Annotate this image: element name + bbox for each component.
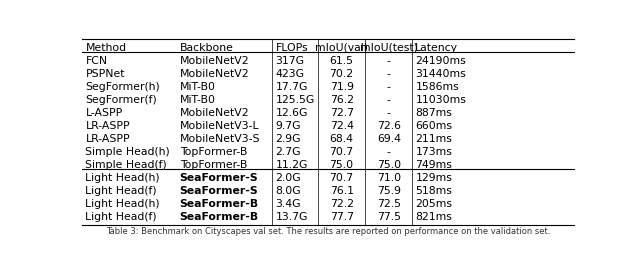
Text: 70.2: 70.2 — [330, 69, 354, 79]
Text: 317G: 317G — [275, 56, 305, 66]
Text: 76.2: 76.2 — [330, 95, 354, 105]
Text: 211ms: 211ms — [415, 134, 452, 144]
Text: Light Head(f): Light Head(f) — [86, 186, 157, 196]
Text: SeaFormer-B: SeaFormer-B — [180, 199, 259, 209]
Text: Simple Head(f): Simple Head(f) — [86, 160, 167, 170]
Text: 77.7: 77.7 — [330, 212, 354, 222]
Text: MobileNetV2: MobileNetV2 — [180, 56, 250, 66]
Text: 75.0: 75.0 — [377, 160, 401, 170]
Text: SeaFormer-S: SeaFormer-S — [180, 173, 259, 183]
Text: 68.4: 68.4 — [330, 134, 354, 144]
Text: Method: Method — [86, 43, 127, 53]
Text: MiT-B0: MiT-B0 — [180, 82, 216, 92]
Text: PSPNet: PSPNet — [86, 69, 125, 79]
Text: 887ms: 887ms — [415, 108, 452, 118]
Text: 76.1: 76.1 — [330, 186, 354, 196]
Text: 69.4: 69.4 — [377, 134, 401, 144]
Text: 70.7: 70.7 — [330, 173, 354, 183]
Text: MobileNetV3-L: MobileNetV3-L — [180, 121, 259, 131]
Text: 11030ms: 11030ms — [415, 95, 466, 105]
Text: 72.7: 72.7 — [330, 108, 354, 118]
Text: -: - — [387, 147, 390, 157]
Text: 72.4: 72.4 — [330, 121, 354, 131]
Text: LR-ASPP: LR-ASPP — [86, 134, 130, 144]
Text: FCN: FCN — [86, 56, 108, 66]
Text: SeaFormer-S: SeaFormer-S — [180, 186, 259, 196]
Text: 125.5G: 125.5G — [275, 95, 315, 105]
Text: -: - — [387, 69, 390, 79]
Text: 3.4G: 3.4G — [275, 199, 301, 209]
Text: 71.0: 71.0 — [377, 173, 401, 183]
Text: SeaFormer-B: SeaFormer-B — [180, 212, 259, 222]
Text: 1586ms: 1586ms — [415, 82, 459, 92]
Text: FLOPs: FLOPs — [275, 43, 308, 53]
Text: 821ms: 821ms — [415, 212, 452, 222]
Text: TopFormer-B: TopFormer-B — [180, 160, 247, 170]
Text: 17.7G: 17.7G — [275, 82, 308, 92]
Text: MobileNetV2: MobileNetV2 — [180, 69, 250, 79]
Text: 8.0G: 8.0G — [275, 186, 301, 196]
Text: Table 3: Benchmark on Cityscapes val set. The results are reported on performanc: Table 3: Benchmark on Cityscapes val set… — [106, 228, 550, 237]
Text: MobileNetV3-S: MobileNetV3-S — [180, 134, 260, 144]
Text: -: - — [387, 82, 390, 92]
Text: 2.9G: 2.9G — [275, 134, 301, 144]
Text: 31440ms: 31440ms — [415, 69, 466, 79]
Text: 75.9: 75.9 — [377, 186, 401, 196]
Text: L-ASPP: L-ASPP — [86, 108, 123, 118]
Text: MiT-B0: MiT-B0 — [180, 95, 216, 105]
Text: Light Head(h): Light Head(h) — [86, 173, 160, 183]
Text: 518ms: 518ms — [415, 186, 452, 196]
Text: 173ms: 173ms — [415, 147, 452, 157]
Text: 749ms: 749ms — [415, 160, 452, 170]
Text: 75.0: 75.0 — [330, 160, 354, 170]
Text: Light Head(f): Light Head(f) — [86, 212, 157, 222]
Text: SegFormer(f): SegFormer(f) — [86, 95, 157, 105]
Text: Backbone: Backbone — [180, 43, 234, 53]
Text: Light Head(h): Light Head(h) — [86, 199, 160, 209]
Text: 72.5: 72.5 — [377, 199, 401, 209]
Text: 71.9: 71.9 — [330, 82, 354, 92]
Text: MobileNetV2: MobileNetV2 — [180, 108, 250, 118]
Text: -: - — [387, 108, 390, 118]
Text: 77.5: 77.5 — [377, 212, 401, 222]
Text: -: - — [387, 56, 390, 66]
Text: 11.2G: 11.2G — [275, 160, 308, 170]
Text: 9.7G: 9.7G — [275, 121, 301, 131]
Text: 13.7G: 13.7G — [275, 212, 308, 222]
Text: 205ms: 205ms — [415, 199, 452, 209]
Text: 24190ms: 24190ms — [415, 56, 466, 66]
Text: Simple Head(h): Simple Head(h) — [86, 147, 170, 157]
Text: 61.5: 61.5 — [330, 56, 354, 66]
Text: -: - — [387, 95, 390, 105]
Text: SegFormer(h): SegFormer(h) — [86, 82, 160, 92]
Text: 72.6: 72.6 — [377, 121, 401, 131]
Text: 70.7: 70.7 — [330, 147, 354, 157]
Text: mIoU(test): mIoU(test) — [360, 43, 418, 53]
Text: 2.7G: 2.7G — [275, 147, 301, 157]
Text: 72.2: 72.2 — [330, 199, 354, 209]
Text: 129ms: 129ms — [415, 173, 452, 183]
Text: 423G: 423G — [275, 69, 305, 79]
Text: Latency: Latency — [415, 43, 458, 53]
Text: TopFormer-B: TopFormer-B — [180, 147, 247, 157]
Text: 660ms: 660ms — [415, 121, 452, 131]
Text: LR-ASPP: LR-ASPP — [86, 121, 130, 131]
Text: 12.6G: 12.6G — [275, 108, 308, 118]
Text: 2.0G: 2.0G — [275, 173, 301, 183]
Text: mIoU(val): mIoU(val) — [315, 43, 368, 53]
